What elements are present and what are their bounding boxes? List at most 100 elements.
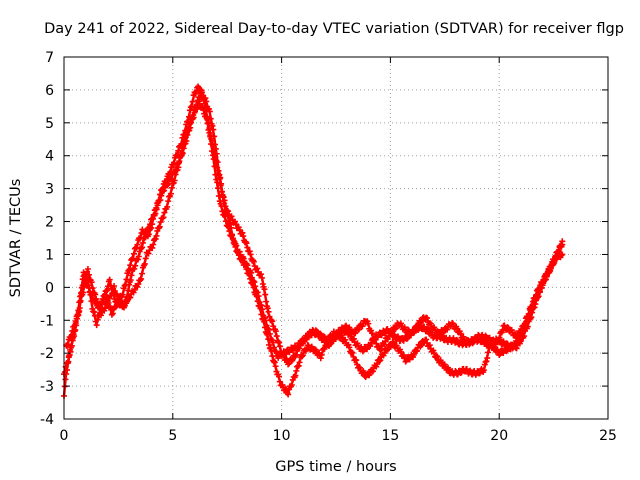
data-point-marker: [135, 253, 142, 260]
data-point-marker: [397, 348, 404, 355]
data-point-marker: [272, 363, 279, 370]
data-point-marker: [352, 330, 359, 337]
data-point-marker: [61, 369, 68, 376]
y-tick-label: 3: [45, 182, 54, 198]
data-point-marker: [390, 339, 397, 346]
data-point-marker: [215, 193, 222, 200]
data-point-marker: [124, 293, 131, 300]
data-point-marker: [134, 256, 141, 263]
data-point-marker: [154, 202, 161, 209]
data-point-marker: [349, 349, 356, 356]
data-point-marker: [85, 271, 92, 278]
data-point-marker: [490, 342, 497, 349]
x-axis-label: GPS time / hours: [275, 459, 396, 475]
data-point-marker: [282, 351, 289, 358]
data-point-marker: [218, 203, 225, 210]
data-point-marker: [106, 276, 113, 283]
data-point-marker: [453, 336, 460, 343]
data-point-marker: [175, 160, 182, 167]
data-point-marker: [203, 98, 210, 105]
data-point-marker: [113, 302, 120, 309]
data-point-marker: [250, 258, 257, 265]
data-point-marker: [141, 260, 148, 267]
data-point-marker: [269, 318, 276, 325]
data-point-marker: [321, 345, 328, 352]
data-point-marker: [214, 179, 221, 186]
data-point-marker: [158, 192, 165, 199]
data-point-marker: [252, 283, 259, 290]
series-track-c: [61, 98, 566, 378]
data-point-marker: [111, 283, 118, 290]
data-point-marker: [244, 262, 251, 269]
data-point-marker: [97, 312, 104, 319]
data-point-marker: [104, 287, 111, 294]
data-point-marker: [248, 269, 255, 276]
data-point-marker: [378, 345, 385, 352]
data-point-marker: [189, 98, 196, 105]
data-point-marker: [184, 131, 191, 138]
data-point-marker: [259, 274, 266, 281]
y-tick-label: 4: [45, 149, 54, 165]
y-tick-label: 7: [45, 50, 54, 66]
data-point-marker: [232, 221, 239, 228]
data-point-marker: [222, 213, 229, 220]
data-point-marker: [410, 351, 417, 358]
data-point-marker: [491, 343, 498, 350]
data-point-marker: [559, 241, 566, 248]
data-point-marker: [259, 280, 266, 287]
data-point-marker: [214, 159, 221, 166]
data-point-marker: [76, 305, 83, 312]
data-point-marker: [168, 175, 175, 182]
data-point-marker: [68, 342, 75, 349]
data-point-marker: [529, 304, 536, 311]
data-point-marker: [371, 336, 378, 343]
data-point-marker: [65, 358, 72, 365]
data-point-marker: [266, 326, 273, 333]
data-point-marker: [261, 286, 268, 293]
data-point-marker: [115, 295, 122, 302]
data-point-marker: [293, 367, 300, 374]
data-point-marker: [254, 289, 261, 296]
data-point-marker: [519, 330, 526, 337]
data-point-marker: [350, 335, 357, 342]
data-point-marker: [113, 291, 120, 298]
data-point-marker: [91, 309, 98, 316]
data-point-marker: [424, 315, 431, 322]
data-point-marker: [176, 154, 183, 161]
data-point-marker: [504, 324, 511, 331]
data-point-marker: [220, 193, 227, 200]
data-point-marker: [165, 198, 172, 205]
data-point-marker: [356, 326, 363, 333]
data-point-marker: [84, 266, 91, 273]
data-point-marker: [86, 284, 93, 291]
data-point-marker: [175, 147, 182, 154]
data-point-marker: [272, 328, 279, 335]
data-point-marker: [369, 368, 376, 375]
data-point-marker: [171, 177, 178, 184]
x-tick-label: 5: [168, 428, 177, 444]
data-point-marker: [150, 241, 157, 248]
data-point-marker: [95, 304, 101, 311]
data-point-marker: [365, 320, 372, 327]
data-point-marker: [480, 367, 487, 374]
series-track-b: [63, 89, 566, 368]
data-point-marker: [180, 145, 187, 152]
data-point-marker: [183, 137, 190, 144]
data-point-marker: [207, 133, 214, 140]
data-point-marker: [515, 336, 522, 343]
data-point-marker: [156, 223, 163, 230]
data-point-marker: [258, 271, 265, 278]
data-point-marker: [293, 351, 300, 358]
data-point-marker: [208, 141, 215, 148]
data-point-marker: [213, 150, 220, 157]
data-point-marker: [202, 95, 209, 102]
data-point-marker: [266, 313, 273, 320]
data-point-marker: [537, 284, 544, 291]
data-point-marker: [196, 100, 203, 107]
data-point-marker: [348, 349, 355, 356]
data-point-marker: [228, 213, 235, 220]
data-point-marker: [434, 353, 441, 360]
data-point-marker: [388, 328, 395, 335]
data-point-marker: [206, 108, 213, 115]
